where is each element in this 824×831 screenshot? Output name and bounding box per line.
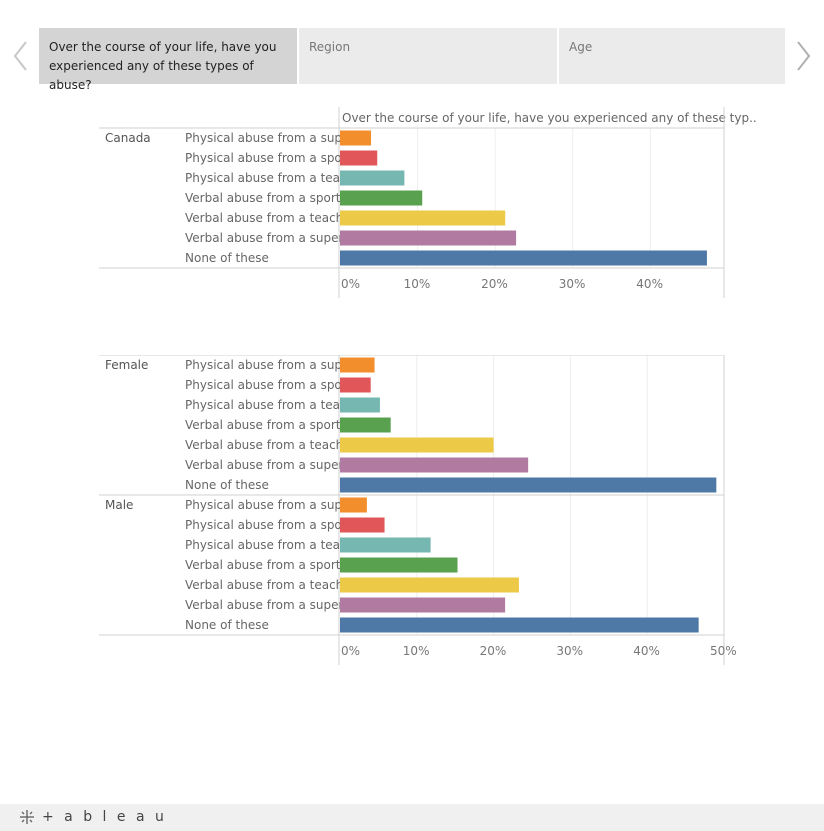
bar xyxy=(340,477,717,493)
category-label: Verbal abuse from a super.. xyxy=(185,598,350,612)
category-label: None of these xyxy=(185,618,269,632)
tableau-logo[interactable]: + a b l e a u xyxy=(18,808,167,826)
tick-label: 40% xyxy=(636,277,663,291)
bar xyxy=(340,377,371,393)
group-label-female: Female xyxy=(105,358,148,372)
tab-abuse-types[interactable]: Over the course of your life, have you e… xyxy=(39,28,297,92)
category-label: Physical abuse from a spo.. xyxy=(185,518,349,532)
category-label: Verbal abuse from a teach.. xyxy=(185,438,351,452)
tick-label: 20% xyxy=(481,277,508,291)
tab-bar: Over the course of your life, have you e… xyxy=(39,28,785,92)
bar xyxy=(340,230,517,246)
category-label: None of these xyxy=(185,251,269,265)
bar xyxy=(340,537,431,553)
bar xyxy=(340,190,423,206)
category-label: Physical abuse from a spo.. xyxy=(185,151,349,165)
group-label-canada: Canada xyxy=(105,131,151,145)
tab-region[interactable]: Region xyxy=(299,28,557,84)
category-label: Verbal abuse from a teach.. xyxy=(185,211,351,225)
category-label: Physical abuse from a spo.. xyxy=(185,378,349,392)
tableau-wordmark: + a b l e a u xyxy=(42,809,167,825)
tick-label: 0% xyxy=(341,644,360,658)
category-label: Physical abuse from a tea.. xyxy=(185,171,348,185)
bar xyxy=(340,417,391,433)
prev-button[interactable] xyxy=(10,38,32,74)
bar xyxy=(340,437,494,453)
bar xyxy=(340,150,378,166)
category-label: Verbal abuse from a sport.. xyxy=(185,418,348,432)
category-label: Verbal abuse from a teach.. xyxy=(185,578,351,592)
tick-label: 10% xyxy=(403,644,430,658)
bar xyxy=(340,497,367,513)
category-label: Physical abuse from a sup.. xyxy=(185,131,350,145)
category-label: Verbal abuse from a sport.. xyxy=(185,191,348,205)
category-label: None of these xyxy=(185,478,269,492)
tab-age[interactable]: Age xyxy=(559,28,785,84)
chevron-right-icon xyxy=(797,41,811,71)
footer: + a b l e a u xyxy=(0,804,824,831)
column-header: Over the course of your life, have you e… xyxy=(342,111,757,125)
bar xyxy=(340,597,506,613)
tick-label: 40% xyxy=(633,644,660,658)
bar xyxy=(340,617,699,633)
bar xyxy=(340,397,380,413)
tick-label: 20% xyxy=(480,644,507,658)
chart-gender: Female Physical abuse from a sup.. Physica… xyxy=(99,355,737,665)
bar xyxy=(340,130,372,146)
tableau-logo-icon xyxy=(20,810,34,824)
chevron-left-icon xyxy=(13,41,27,71)
category-label: Verbal abuse from a sport.. xyxy=(185,558,348,572)
bar xyxy=(340,517,385,533)
tick-label: 0% xyxy=(341,277,360,291)
bar xyxy=(340,250,707,266)
bar xyxy=(340,357,375,373)
tick-label: 30% xyxy=(556,644,583,658)
category-label: Physical abuse from a tea.. xyxy=(185,538,348,552)
category-label: Physical abuse from a sup.. xyxy=(185,498,350,512)
bar xyxy=(340,557,458,573)
category-label: Physical abuse from a tea.. xyxy=(185,398,348,412)
category-label: Verbal abuse from a super.. xyxy=(185,231,350,245)
category-label: Physical abuse from a sup.. xyxy=(185,358,350,372)
category-label: Verbal abuse from a super.. xyxy=(185,458,350,472)
next-button[interactable] xyxy=(792,38,814,74)
chart-canada: Over the course of your life, have you e… xyxy=(99,107,757,298)
tick-label: 30% xyxy=(559,277,586,291)
group-label-male: Male xyxy=(105,498,133,512)
bar xyxy=(340,170,405,186)
tick-label: 10% xyxy=(404,277,431,291)
bar xyxy=(340,210,506,226)
tick-label: 50% xyxy=(710,644,737,658)
bar xyxy=(340,457,529,473)
bar xyxy=(340,577,519,593)
